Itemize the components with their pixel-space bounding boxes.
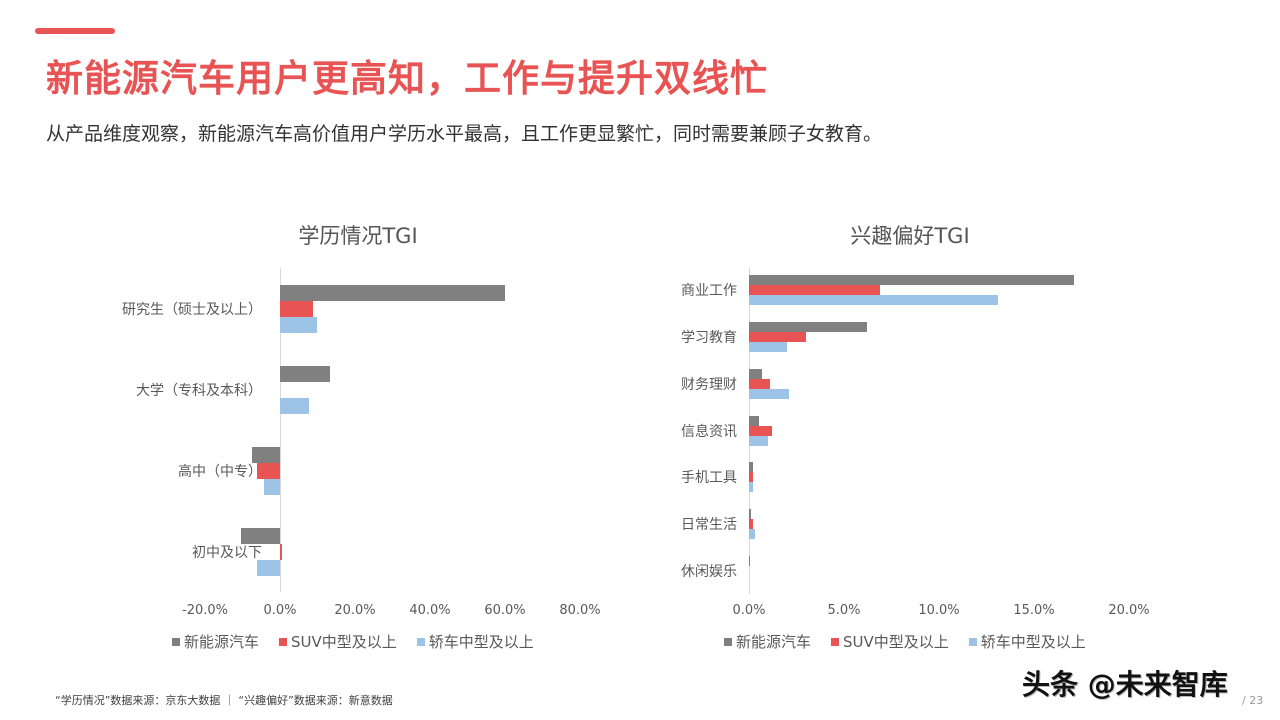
bar-nev <box>749 415 759 426</box>
bar-sedan <box>749 342 787 353</box>
x-tick-label: 60.0% <box>484 603 526 618</box>
legend-item: SUV中型及以上 <box>279 631 397 652</box>
x-tick-label: 5.0% <box>827 603 861 618</box>
bar-nev <box>280 284 505 301</box>
x-tick-label: 20.0% <box>334 603 376 618</box>
bar-nev <box>280 365 330 382</box>
legend-swatch-icon <box>831 637 840 646</box>
legend-swatch-icon <box>416 637 425 646</box>
category-label: 商业工作 <box>681 283 737 300</box>
bar-sedan <box>749 482 753 493</box>
legend-item: SUV中型及以上 <box>831 631 949 652</box>
legend-swatch-icon <box>724 637 732 646</box>
category-label: 手机工具 <box>681 470 737 487</box>
x-tick-label: 0.0% <box>263 603 297 618</box>
bar-sedan <box>749 295 998 306</box>
bar-sedan <box>280 397 309 414</box>
legend-item: 新能源汽车 <box>172 631 259 652</box>
bar-sedan <box>749 388 789 399</box>
x-tick-label: 15.0% <box>1013 603 1055 618</box>
legend-swatch-icon <box>968 637 977 646</box>
bar-suv <box>749 425 772 436</box>
bar-suv <box>257 462 280 479</box>
bar-nev <box>749 462 753 473</box>
title-accent-bar <box>35 28 115 34</box>
legend-label: SUV中型及以上 <box>843 633 949 651</box>
watermark: 头条 @未来智库 <box>1022 668 1228 701</box>
category-label: 休闲娱乐 <box>681 563 737 580</box>
bar-suv <box>280 543 282 560</box>
legend-label: 轿车中型及以上 <box>980 633 1086 651</box>
page-number: / 23 <box>1242 694 1264 707</box>
bar-suv <box>749 378 770 389</box>
legend-label: 新能源汽车 <box>736 633 812 651</box>
category-label: 日常生活 <box>681 516 737 533</box>
bar-suv <box>749 472 753 483</box>
bar-nev <box>749 275 1074 286</box>
y-axis-line <box>280 268 281 592</box>
page-subtitle: 从产品维度观察，新能源汽车高价值用户学历水平最高，且工作更显繁忙，同时需要兼顾子… <box>46 123 883 145</box>
legend-item: 轿车中型及以上 <box>968 631 1086 652</box>
chart-legend: 新能源汽车 SUV中型及以上 轿车中型及以上 <box>724 631 1086 652</box>
x-tick-label: 40.0% <box>409 603 451 618</box>
category-label: 研究生（硕士及以上） <box>122 301 262 318</box>
bar-nev <box>749 368 763 379</box>
bar-nev <box>241 527 280 544</box>
x-tick-label: 10.0% <box>918 603 960 618</box>
legend-label: SUV中型及以上 <box>291 633 397 651</box>
bar-sedan <box>749 528 755 539</box>
category-label: 高中（中专） <box>178 463 262 480</box>
bar-suv <box>749 285 881 296</box>
category-label: 大学（专科及本科） <box>136 382 262 399</box>
legend-label: 轿车中型及以上 <box>428 633 534 651</box>
legend-swatch-icon <box>172 637 180 646</box>
page-title: 新能源汽车用户更高知，工作与提升双线忙 <box>46 57 768 100</box>
bar-sedan <box>749 435 768 446</box>
bar-nev <box>749 322 867 333</box>
bar-suv <box>749 518 753 529</box>
legend-label: 新能源汽车 <box>184 633 260 651</box>
category-label: 初中及以下 <box>192 544 262 561</box>
bar-nev <box>749 555 750 566</box>
category-label: 财务理财 <box>681 376 737 393</box>
x-tick-label: 20.0% <box>1108 603 1150 618</box>
chart-legend: 新能源汽车 SUV中型及以上 轿车中型及以上 <box>172 631 534 652</box>
bar-suv <box>280 300 313 317</box>
bar-sedan <box>257 559 280 576</box>
chart-title: 兴趣偏好TGI <box>850 224 970 248</box>
bar-sedan <box>263 478 280 495</box>
legend-item: 轿车中型及以上 <box>416 631 534 652</box>
category-label: 学习教育 <box>681 330 737 347</box>
x-tick-label: 0.0% <box>732 603 766 618</box>
legend-item: 新能源汽车 <box>724 631 811 652</box>
x-tick-label: 80.0% <box>559 603 601 618</box>
legend-swatch-icon <box>279 637 288 646</box>
bar-nev <box>749 508 751 519</box>
bar-suv <box>749 332 806 343</box>
bar-sedan <box>280 316 318 333</box>
data-source-footer: “学历情况”数据来源：京东大数据 ｜ “兴趣偏好”数据来源：新意数据 <box>55 694 393 707</box>
x-tick-label: -20.0% <box>182 603 228 618</box>
chart-title: 学历情况TGI <box>298 224 418 248</box>
category-label: 信息资讯 <box>681 423 737 440</box>
bar-nev <box>251 446 280 463</box>
